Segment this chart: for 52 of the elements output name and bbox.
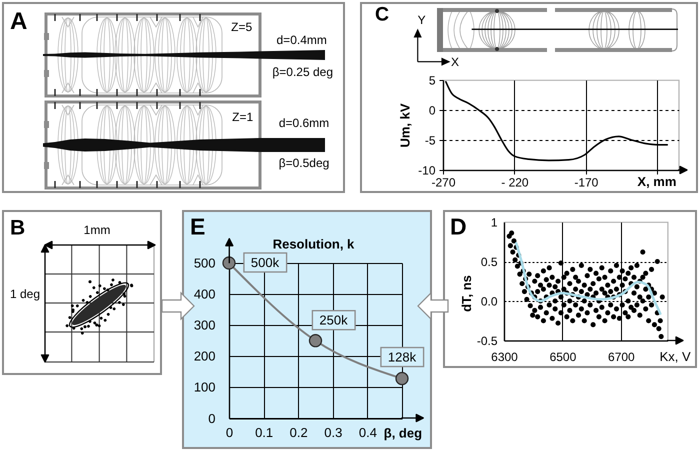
text: β=0.5deg	[278, 156, 330, 170]
x-tick-label: 6500	[550, 350, 577, 364]
text: d=0.6mm	[278, 116, 330, 130]
x-tick-label: 0.4	[359, 424, 378, 440]
x-tick-label: 0	[226, 424, 234, 440]
x-tick-label: 0.1	[255, 424, 274, 440]
x-axis-title: β, deg	[384, 425, 422, 440]
x-tick-label: -170	[574, 176, 599, 190]
text: d=0.4mm	[276, 33, 327, 47]
chart-title: D	[450, 214, 467, 240]
y-tick-label: -0.5	[477, 334, 498, 348]
y-tick-label: 5	[429, 74, 436, 88]
y-tick-label: 0.5	[481, 255, 498, 269]
y-axis-title: Um, kV	[398, 103, 413, 148]
x-tick-label: 6300	[492, 350, 519, 364]
y-tick-label: 0	[429, 104, 436, 118]
point	[222, 256, 236, 270]
x-tick-label: 0.3	[324, 424, 343, 440]
x-axis-title: X, mm	[638, 174, 677, 190]
text: Y	[418, 13, 426, 27]
text: B	[10, 216, 26, 239]
point	[396, 372, 409, 385]
y-tick-label: 100	[194, 379, 216, 394]
y-tick-label: 200	[194, 348, 216, 364]
y-tick-label: 1	[491, 216, 498, 230]
y-axis-title: Resolution, k	[273, 236, 356, 252]
text: 1 deg	[10, 287, 40, 301]
point	[309, 334, 322, 347]
y-tick-label: 0	[208, 410, 216, 426]
y-tick-label: 0.0	[481, 294, 498, 308]
y-tick-label: 400	[194, 286, 216, 302]
text: Z=5	[231, 20, 252, 34]
text: β=0.25 deg	[272, 64, 333, 79]
y-tick-label: 300	[194, 317, 216, 332]
text: Z=1	[232, 110, 254, 124]
x-tick-label: -270	[432, 176, 456, 190]
y-tick-label: 500	[194, 255, 216, 270]
y-tick-label: -5	[425, 134, 436, 148]
data-label: 250k	[320, 312, 348, 328]
x-axis-title: Kx, V	[660, 349, 692, 364]
x-tick-label: 6700	[608, 350, 636, 364]
x-tick-label: 0.2	[290, 424, 308, 440]
data-label: 500k	[251, 254, 280, 270]
text: A	[10, 8, 28, 34]
data-label: 128k	[388, 349, 417, 364]
chart-title: E	[190, 214, 206, 240]
y-axis-title: dT, ns	[459, 275, 474, 312]
text: 1mm	[84, 223, 110, 237]
x-tick-label: - 220	[502, 176, 530, 190]
y-tick-label: -10	[418, 164, 436, 178]
chart-title: C	[375, 3, 390, 26]
text: X	[451, 55, 460, 69]
